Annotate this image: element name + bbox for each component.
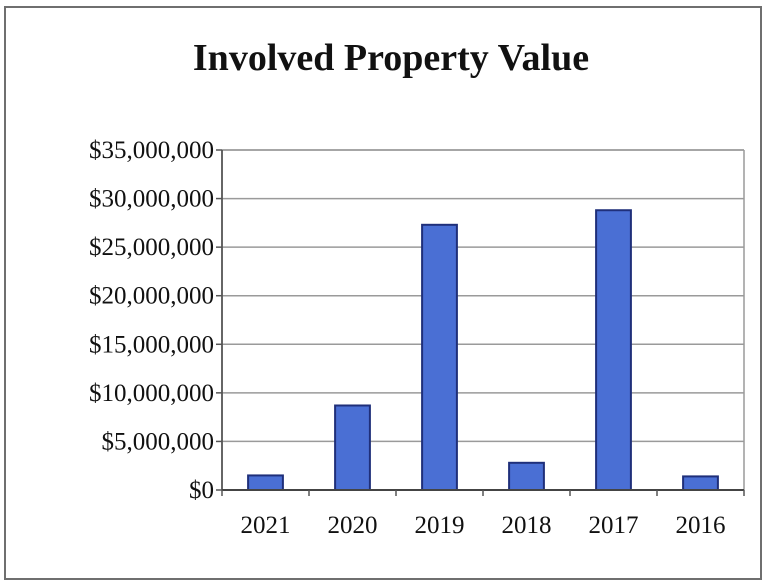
x-tick-labels: 2021 2020 2019 2018 2017 2016	[241, 512, 726, 539]
bar-2020	[334, 404, 371, 491]
axes	[216, 149, 745, 496]
y-tick-labels: $0 $5,000,000 $10,000,000 $15,000,000 $20,00…	[89, 137, 214, 504]
y-tick-label: $20,000,000	[89, 283, 214, 310]
bar-2017	[595, 209, 632, 491]
bar-2016	[682, 475, 719, 491]
x-tick-label: 2021	[241, 512, 291, 539]
y-tick-label: $15,000,000	[89, 331, 214, 358]
x-tick-label: 2020	[328, 512, 378, 539]
x-tick-label: 2017	[589, 512, 639, 539]
x-tick-label: 2018	[502, 512, 552, 539]
bar-2021	[247, 474, 284, 491]
chart-frame	[4, 6, 762, 580]
x-tick-label: 2019	[415, 512, 465, 539]
y-tick-label: $5,000,000	[102, 428, 215, 455]
gridlines	[222, 149, 744, 443]
y-tick-label: $10,000,000	[89, 380, 214, 407]
bars	[247, 209, 719, 492]
y-tick-label: $35,000,000	[89, 137, 214, 164]
y-tick-label: $30,000,000	[89, 186, 214, 213]
y-tick-label: $25,000,000	[89, 234, 214, 261]
y-tick-label: $0	[189, 477, 214, 504]
chart-title: Involved Property Value	[193, 37, 589, 79]
bar-2018	[508, 461, 545, 491]
bar-2019	[421, 223, 458, 492]
x-tick-label: 2016	[676, 512, 726, 539]
